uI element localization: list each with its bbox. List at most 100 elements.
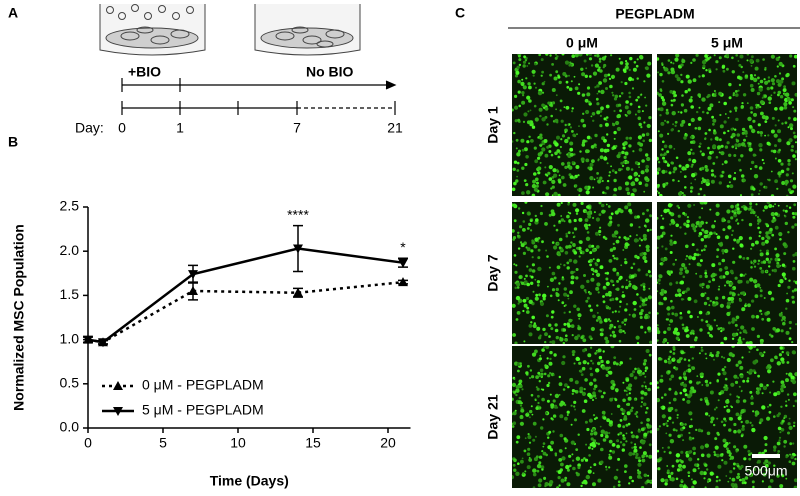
cell (685, 168, 687, 170)
cell (649, 354, 652, 357)
cell (689, 315, 692, 318)
cell (583, 457, 586, 460)
cell (789, 426, 793, 430)
cell (662, 183, 665, 186)
cell (709, 334, 712, 337)
cell (618, 325, 621, 328)
cell (666, 121, 669, 124)
cell (582, 349, 585, 352)
cell (745, 74, 748, 77)
cell (631, 267, 634, 270)
cell (687, 310, 690, 313)
cell (532, 263, 535, 266)
cell (719, 181, 722, 184)
cell (618, 236, 620, 238)
cell (610, 280, 613, 283)
cell (717, 235, 721, 239)
cell (640, 405, 642, 407)
cell (563, 183, 567, 187)
cell (684, 109, 688, 113)
cell (628, 175, 632, 179)
cell (644, 381, 646, 383)
cell (778, 205, 780, 207)
cell (604, 156, 606, 158)
cell (516, 147, 518, 149)
cell (627, 110, 631, 114)
cell (543, 442, 546, 445)
cell (721, 421, 724, 424)
cell (786, 351, 790, 355)
cell (568, 64, 571, 67)
cell (625, 187, 629, 191)
cell (714, 175, 716, 177)
cell (608, 175, 610, 177)
cell (547, 102, 550, 105)
cell (719, 138, 722, 141)
cell (558, 220, 560, 222)
cell (768, 265, 770, 267)
cell (759, 383, 763, 387)
cell (727, 220, 730, 223)
cell (609, 78, 611, 80)
cell (778, 159, 782, 163)
cell (623, 146, 626, 149)
cell (596, 84, 599, 87)
cell (559, 238, 563, 242)
cell (770, 86, 773, 89)
cell (785, 183, 787, 185)
cell (564, 305, 566, 307)
cell (551, 340, 555, 344)
cell (743, 399, 747, 403)
cell (702, 65, 705, 68)
cell (741, 105, 744, 108)
cell (778, 284, 781, 287)
cell (547, 400, 550, 403)
y-axis-label: Normalized MSC Population (11, 224, 27, 411)
cell (618, 186, 622, 190)
cell (613, 179, 616, 182)
cell (629, 137, 632, 140)
cell (567, 324, 571, 328)
cell (703, 477, 705, 479)
cell (688, 123, 691, 126)
cell (785, 93, 789, 97)
cell (699, 216, 702, 219)
cell (643, 362, 646, 365)
cell (525, 183, 528, 186)
cell (534, 105, 537, 108)
cell (576, 213, 578, 215)
cell (724, 285, 726, 287)
cell (667, 270, 671, 274)
panel-label: A (8, 5, 18, 21)
cell (701, 207, 703, 209)
cell (696, 54, 699, 57)
cell (794, 55, 798, 59)
cell (592, 120, 594, 122)
cell (691, 173, 695, 177)
cell (604, 431, 608, 435)
cell (753, 113, 757, 117)
cell (558, 476, 561, 479)
cell (613, 110, 615, 112)
cell (795, 141, 797, 143)
cell (529, 416, 531, 418)
cell (648, 116, 651, 119)
cell (707, 83, 709, 85)
cell (538, 293, 541, 296)
cell (640, 94, 642, 96)
cell (720, 124, 724, 128)
cell (789, 321, 792, 324)
cell (706, 297, 709, 300)
cell (552, 168, 556, 172)
cell (514, 106, 518, 110)
cell (661, 215, 663, 217)
cell (749, 202, 752, 205)
cell (529, 332, 533, 336)
cell (737, 329, 739, 331)
cell (584, 289, 587, 292)
cell (749, 237, 752, 240)
cell (794, 288, 797, 291)
cell (645, 387, 647, 389)
cell (556, 229, 559, 232)
cell (571, 324, 575, 328)
